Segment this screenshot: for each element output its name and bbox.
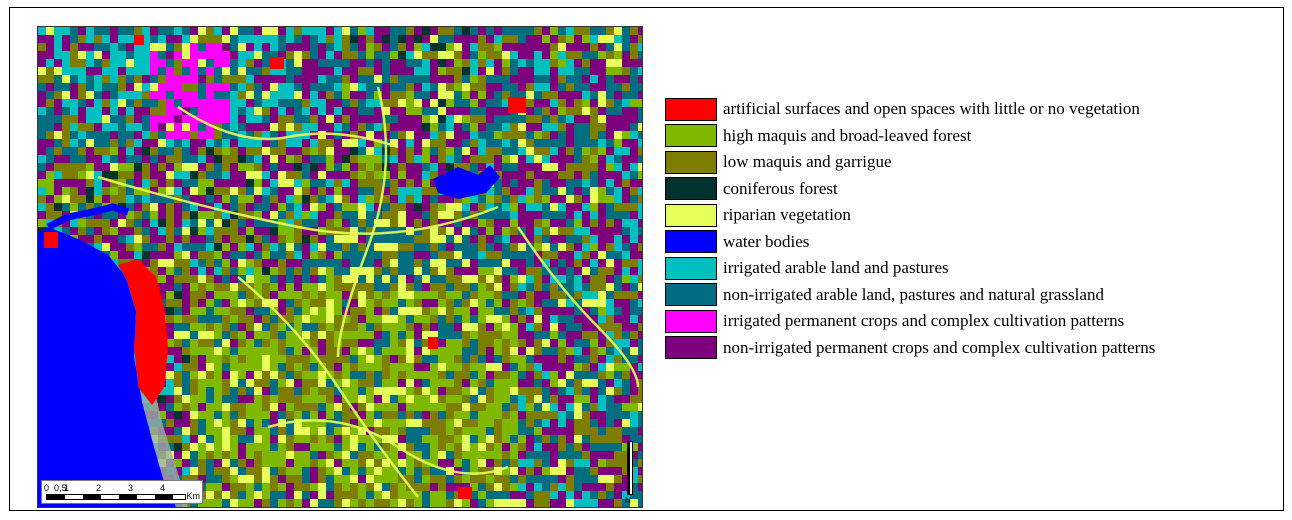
legend-label: riparian vegetation	[723, 205, 851, 225]
urban-patch	[428, 337, 438, 349]
river	[46, 203, 130, 231]
north-arrow-label: N	[625, 496, 631, 505]
scale-bar-tick-label: 0,5	[54, 483, 67, 493]
legend-swatch	[665, 283, 717, 307]
scale-bar-ticks: 0 0,5 1 2 3 4	[44, 483, 198, 493]
legend-item: irrigated arable land and pastures	[665, 255, 1292, 282]
legend-swatch	[665, 150, 717, 174]
legend-item: riparian vegetation	[665, 202, 1292, 229]
lake	[433, 165, 500, 199]
legend-label: artificial surfaces and open spaces with…	[723, 99, 1140, 119]
urban-patch	[458, 487, 472, 499]
sea-area	[38, 227, 176, 507]
legend-label: low maquis and garrigue	[723, 152, 892, 172]
scale-bar-tick-label: 2	[96, 483, 102, 493]
map-legend: artificial surfaces and open spaces with…	[665, 96, 1292, 361]
scale-bar-tick-label: 0	[44, 483, 50, 493]
legend-swatch	[665, 309, 717, 333]
land-cover-raster	[38, 27, 642, 507]
urban-patch	[508, 97, 526, 113]
scale-bar-unit: Km	[186, 491, 201, 501]
legend-swatch	[665, 203, 717, 227]
riparian-line	[267, 419, 509, 475]
legend-item: low maquis and garrigue	[665, 149, 1292, 176]
scale-bar-graphic	[46, 494, 186, 500]
legend-label: water bodies	[723, 231, 810, 251]
legend-swatch	[665, 177, 717, 201]
legend-item: non-irrigated arable land, pastures and …	[665, 282, 1292, 309]
scale-bar: 0 0,5 1 2 3 4 Km	[41, 480, 203, 504]
riparian-line	[336, 86, 388, 358]
legend-item: coniferous forest	[665, 176, 1292, 203]
legend-swatch	[665, 230, 717, 254]
figure-frame: 0 0,5 1 2 3 4 Km N artificial surfaces and op…	[9, 7, 1284, 511]
north-arrow-icon: N	[622, 441, 636, 505]
urban-patch	[270, 57, 284, 69]
legend-item: water bodies	[665, 229, 1292, 256]
legend-swatch	[665, 97, 717, 121]
north-arrow-shaft	[627, 441, 633, 495]
riparian-line	[237, 276, 419, 498]
legend-item: artificial surfaces and open spaces with…	[665, 96, 1292, 123]
riparian-line	[97, 175, 499, 235]
legend-label: non-irrigated permanent crops and comple…	[723, 337, 1156, 357]
legend-label: coniferous forest	[723, 178, 838, 198]
legend-label: irrigated permanent crops and complex cu…	[723, 311, 1125, 331]
urban-patch	[44, 232, 58, 248]
riparian-line	[177, 105, 399, 149]
urban-patch	[134, 35, 144, 45]
legend-item: high maquis and broad-leaved forest	[665, 123, 1292, 150]
legend-label: non-irrigated arable land, pastures and …	[723, 284, 1104, 304]
legend-label: high maquis and broad-leaved forest	[723, 125, 972, 145]
legend-swatch	[665, 256, 717, 280]
legend-swatch	[665, 336, 717, 360]
land-cover-map: 0 0,5 1 2 3 4 Km N	[37, 26, 643, 508]
scale-bar-tick-label: 1	[64, 483, 70, 493]
scale-bar-tick-label: 3	[128, 483, 134, 493]
riparian-line	[516, 226, 640, 388]
legend-label: irrigated arable land and pastures	[723, 258, 949, 278]
legend-swatch	[665, 124, 717, 148]
legend-item: non-irrigated permanent crops and comple…	[665, 335, 1292, 362]
legend-item: irrigated permanent crops and complex cu…	[665, 308, 1292, 335]
urban-area	[118, 259, 168, 405]
scale-bar-tick-label: 4	[160, 483, 166, 493]
